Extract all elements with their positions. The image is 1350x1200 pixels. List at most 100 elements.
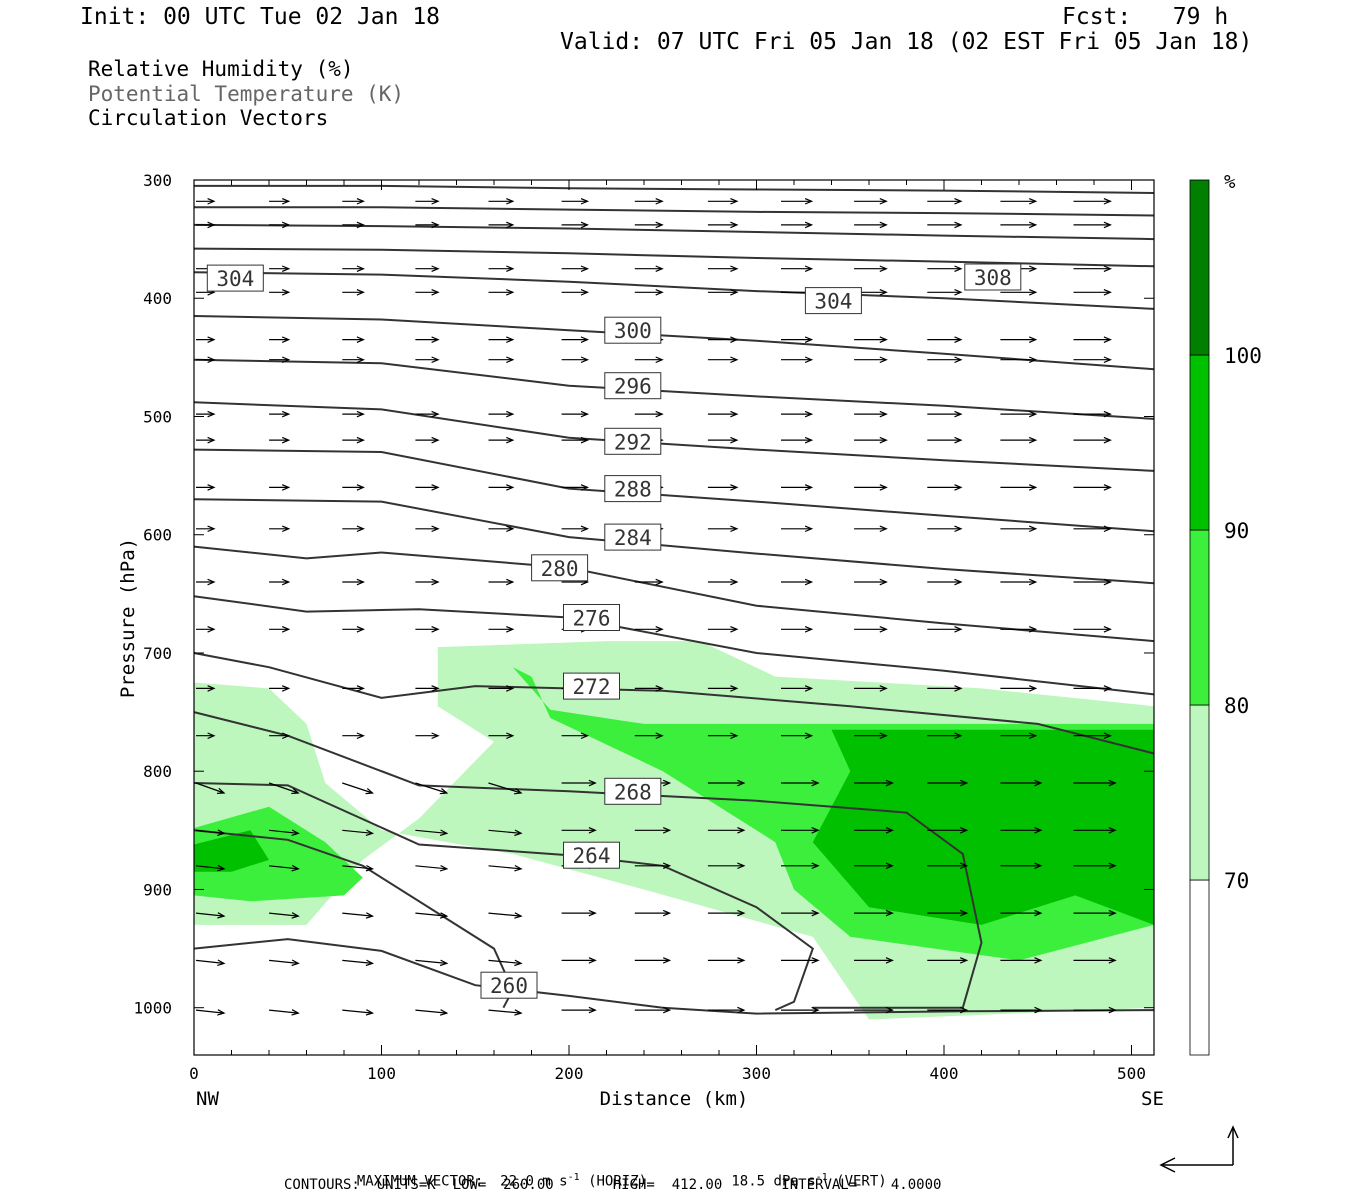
y-tick-label: 600 xyxy=(143,526,172,545)
circulation-vector xyxy=(1000,289,1038,296)
circulation-vector xyxy=(488,289,515,296)
plot-frame xyxy=(193,179,1155,1056)
circulation-vector xyxy=(781,410,814,418)
circulation-vector xyxy=(488,198,515,205)
x-tick-label: 400 xyxy=(930,1064,959,1083)
circulation-vector xyxy=(927,685,963,692)
circulation-vector xyxy=(1000,484,1038,491)
circulation-vector xyxy=(1000,732,1038,740)
circulation-vector xyxy=(781,578,814,586)
circulation-vector xyxy=(1000,356,1038,364)
circulation-vector xyxy=(196,732,216,740)
theta-contour-label: 304 xyxy=(206,264,264,292)
theta-isentrope xyxy=(193,545,1155,643)
svg-text:304: 304 xyxy=(216,267,254,291)
circulation-vector xyxy=(707,356,739,364)
circulation-vector xyxy=(927,484,963,491)
colorbar-label: 80 xyxy=(1224,694,1249,718)
circulation-vector xyxy=(854,909,894,917)
circulation-vector xyxy=(342,198,365,205)
circulation-vector xyxy=(927,578,963,586)
theta-contour-label: 296 xyxy=(604,372,662,400)
colorbar: 70 80 90 100% xyxy=(1189,171,1262,1056)
circulation-vector xyxy=(269,198,291,205)
circulation-vector xyxy=(269,436,291,444)
circulation-vector xyxy=(195,864,226,872)
circulation-vector xyxy=(707,685,739,692)
y-tick-label: 500 xyxy=(143,407,172,426)
circulation-vector xyxy=(342,912,375,919)
circulation-vector xyxy=(1000,221,1038,229)
circulation-vector xyxy=(1073,732,1112,740)
circulation-vector xyxy=(1000,909,1043,917)
circulation-vector xyxy=(854,862,894,870)
circulation-vector xyxy=(927,336,963,343)
circulation-vector xyxy=(196,221,216,229)
circulation-vector xyxy=(269,484,291,491)
colorbar-swatch xyxy=(1189,179,1210,356)
theta-isentrope xyxy=(194,206,1155,217)
circulation-vector xyxy=(415,685,440,692)
theta-contour-label: 276 xyxy=(563,604,620,631)
circulation-vector xyxy=(781,484,814,491)
circulation-vector xyxy=(781,221,814,229)
circulation-vector xyxy=(561,289,590,296)
circulation-vector xyxy=(1073,289,1112,296)
circulation-vector xyxy=(269,289,291,296)
circulation-vector xyxy=(342,732,365,740)
circulation-vector xyxy=(781,779,820,787)
circulation-vector xyxy=(342,436,365,444)
legend-theta: Potential Temperature (K) xyxy=(88,82,405,106)
circulation-vector xyxy=(927,289,963,296)
circulation-vector xyxy=(1073,909,1117,917)
circulation-vector xyxy=(415,265,440,272)
circulation-vector xyxy=(561,265,590,272)
theta-contour-label: 280 xyxy=(531,554,589,582)
circulation-vector xyxy=(269,265,291,272)
colorbar-unit: % xyxy=(1224,171,1236,193)
circulation-vector xyxy=(488,436,515,444)
circulation-vector xyxy=(707,862,746,870)
circulation-vector xyxy=(561,356,590,364)
circulation-vector xyxy=(634,862,672,870)
circulation-vector xyxy=(927,525,963,533)
circulation-vector xyxy=(561,525,590,533)
circulation-vector xyxy=(342,578,365,586)
circulation-vector xyxy=(1073,1006,1117,1014)
circulation-vector xyxy=(781,957,820,964)
circulation-vector xyxy=(854,685,888,692)
circulation-vector xyxy=(269,221,291,229)
y-axis-label: Pressure (hPa) xyxy=(117,538,139,698)
theta-isentrope xyxy=(193,271,1155,310)
theta-isentrope xyxy=(193,448,1155,533)
x-tick-label: 500 xyxy=(1117,1064,1146,1083)
theta-contour-label: 292 xyxy=(604,427,662,455)
circulation-vector xyxy=(854,265,888,272)
theta-contour-label: 272 xyxy=(563,672,620,700)
circulation-vector xyxy=(342,410,365,418)
circulation-vector xyxy=(781,356,814,364)
circulation-vector xyxy=(927,779,969,787)
circulation-vector xyxy=(488,356,515,364)
rh-fill-layer xyxy=(194,641,1154,1020)
theta-isentrope xyxy=(193,498,1155,585)
circulation-vector xyxy=(927,957,969,964)
circulation-vector xyxy=(1000,862,1043,870)
circulation-vector xyxy=(196,436,216,444)
reference-vector-icon xyxy=(1159,1125,1239,1173)
circulation-vector xyxy=(488,336,515,343)
circulation-vector xyxy=(927,410,963,418)
rh-region-90-100 xyxy=(194,830,269,872)
circulation-vector xyxy=(781,436,814,444)
circulation-vector xyxy=(707,336,739,343)
circulation-vector xyxy=(854,578,888,586)
circulation-vector xyxy=(415,336,440,343)
circulation-vector xyxy=(415,829,449,836)
circulation-vector xyxy=(634,1006,672,1014)
circulation-vector xyxy=(269,578,291,586)
circulation-vector xyxy=(561,732,590,740)
theta-isentrope xyxy=(193,358,1155,420)
svg-text:280: 280 xyxy=(541,557,579,581)
circulation-vector xyxy=(634,909,672,917)
y-tick-label: 900 xyxy=(143,880,172,899)
